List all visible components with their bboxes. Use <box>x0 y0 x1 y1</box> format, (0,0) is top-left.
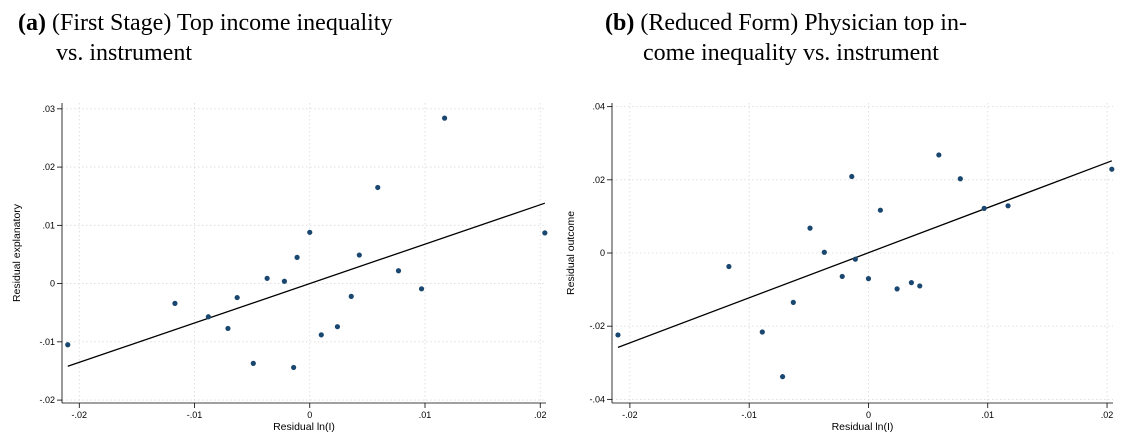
data-point <box>205 314 211 320</box>
x-tick-label: .01 <box>419 410 432 420</box>
panel-b-caption-line2: come inequality vs. instrument <box>643 40 939 66</box>
x-tick-label: 0 <box>866 410 871 420</box>
data-point <box>441 115 448 121</box>
x-tick-label: .02 <box>534 410 547 420</box>
panel-a-caption: (a) (First Stage) Top income inequality … <box>18 8 558 68</box>
data-point <box>957 176 963 182</box>
data-point <box>894 286 900 292</box>
data-point <box>294 254 300 260</box>
y-tick-label: -.01 <box>39 337 55 347</box>
data-point <box>356 252 362 258</box>
y-axis-title: Residual explanatory <box>11 203 23 302</box>
data-point <box>291 364 297 371</box>
data-point <box>418 286 425 292</box>
data-point <box>852 256 858 262</box>
data-point <box>779 374 786 380</box>
data-point <box>334 324 341 330</box>
y-tick-label: -.04 <box>589 394 605 404</box>
x-tick-label: .02 <box>1101 410 1114 420</box>
fit-line <box>67 202 546 367</box>
data-point <box>936 152 942 158</box>
data-point <box>375 184 381 191</box>
fit-line <box>617 160 1113 348</box>
x-tick-label: .01 <box>981 410 994 420</box>
data-point <box>821 249 827 255</box>
data-point <box>1005 203 1011 209</box>
y-tick-label: .03 <box>42 104 55 114</box>
panel-a: (a) (First Stage) Top income inequality … <box>0 0 560 443</box>
panel-a-caption-line2: vs. instrument <box>56 40 192 66</box>
x-tick-label: 0 <box>307 410 312 420</box>
y-tick-label: .01 <box>42 220 55 230</box>
data-point <box>790 299 796 305</box>
x-tick-label: -.01 <box>741 410 757 420</box>
chart-a: -.02 -.01 0 .01 .02 -.02 -.01 0 .01 .02 .03 Residua… <box>11 103 548 433</box>
x-tick-label: -.02 <box>622 410 638 420</box>
y-tick-label: -.02 <box>589 321 605 331</box>
data-point <box>264 275 270 281</box>
data-point <box>250 360 256 366</box>
panel-a-caption-line1: (First Stage) Top income inequality <box>51 10 393 36</box>
y-axis-title: Residual outcome <box>565 211 577 295</box>
data-point <box>759 329 765 335</box>
data-point <box>908 280 915 286</box>
y-tick-label: 0 <box>50 279 55 289</box>
data-point <box>839 273 845 280</box>
x-tick-label: -.01 <box>187 410 203 420</box>
data-point <box>542 230 548 236</box>
data-point <box>225 325 231 332</box>
data-point <box>172 300 178 306</box>
x-axis-title: Residual ln(I) <box>273 421 335 433</box>
x-axis-title: Residual ln(I) <box>832 421 894 433</box>
panel-a-tag: (a) <box>18 10 46 36</box>
data-point <box>849 173 855 180</box>
data-point <box>726 263 732 270</box>
chart-b: -.02 -.01 0 .01 .02 -.04 -.02 0 .02 .04 Residual l… <box>565 102 1115 433</box>
data-point <box>877 207 883 213</box>
data-point <box>307 229 313 235</box>
y-tick-label: -.02 <box>39 395 55 405</box>
data-point <box>65 342 71 348</box>
data-point <box>395 268 402 274</box>
panel-b: (b) (Reduced Form) Physician top in- com… <box>562 0 1123 443</box>
data-point <box>807 225 813 231</box>
panel-b-caption-line1: (Reduced Form) Physician top in- <box>640 10 967 36</box>
data-point <box>981 205 987 211</box>
y-tick-label: 0 <box>600 248 605 258</box>
data-point <box>281 278 288 284</box>
x-tick-label: -.02 <box>72 410 88 420</box>
data-point <box>615 332 621 338</box>
panel-b-tag: (b) <box>605 10 635 36</box>
data-point <box>318 332 324 338</box>
data-point <box>1109 166 1115 172</box>
y-tick-label: .02 <box>592 175 605 185</box>
data-point <box>917 283 923 289</box>
y-tick-label: .02 <box>42 162 55 172</box>
data-point <box>234 294 240 301</box>
panel-b-caption: (b) (Reduced Form) Physician top in- com… <box>605 8 1123 68</box>
data-point <box>348 293 354 299</box>
data-point <box>865 276 872 282</box>
y-tick-label: .04 <box>592 102 605 112</box>
